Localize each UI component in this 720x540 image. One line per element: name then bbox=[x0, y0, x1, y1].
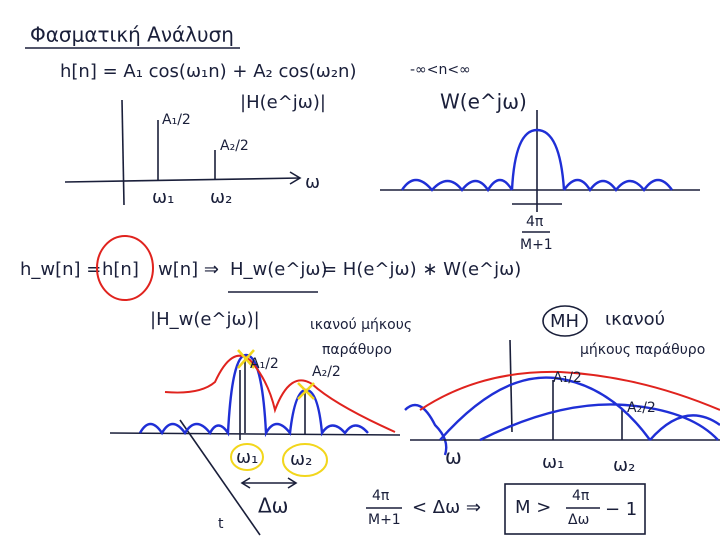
eq-part: H_w(e^jω) bbox=[230, 259, 328, 280]
note: ικανού μήκους bbox=[310, 317, 412, 333]
axis-label: ω bbox=[445, 445, 462, 469]
peak-label: A₂/2 bbox=[220, 138, 249, 154]
freq-label: ω₁ bbox=[236, 447, 258, 468]
peak-label: A₁/2 bbox=[162, 112, 191, 128]
eq-part: h_w[n] = bbox=[20, 259, 101, 280]
frac-num: 4π bbox=[372, 488, 390, 504]
peak-label: A₁/2 bbox=[250, 356, 279, 372]
eq-part: h[n] bbox=[102, 259, 139, 280]
delta-label: Δω bbox=[258, 494, 288, 518]
peak-label: A₁/2 bbox=[553, 370, 582, 386]
plot-label: |H_w(e^jω)| bbox=[150, 309, 260, 330]
condition: − 1 bbox=[605, 499, 637, 520]
title: Φασματική Ανάλυση bbox=[30, 23, 234, 47]
box bbox=[504, 483, 646, 535]
equation: h[n] = A₁ cos(ω₁n) + A₂ cos(ω₂n) bbox=[60, 61, 356, 82]
window-plot bbox=[380, 110, 700, 233]
axis-label: t bbox=[218, 516, 224, 532]
freq-label: ω₁ bbox=[542, 452, 564, 473]
width-num: 4π bbox=[526, 214, 544, 230]
eq-part: w[n] ⇒ bbox=[158, 259, 219, 280]
highlight bbox=[96, 235, 154, 301]
peak-label: A₂/2 bbox=[627, 400, 656, 416]
windowed-plot bbox=[109, 349, 448, 536]
note: μήκους παράθυρο bbox=[580, 342, 705, 358]
width-den: M+1 bbox=[520, 237, 553, 253]
frac-den: M+1 bbox=[368, 512, 401, 528]
plot-label: |H(e^jω)| bbox=[240, 92, 326, 113]
peak-label: A₂/2 bbox=[312, 364, 341, 380]
frac-den: Δω bbox=[568, 512, 589, 528]
note: ικανού bbox=[605, 309, 665, 330]
freq-label: ω₂ bbox=[613, 455, 635, 476]
freq-label: ω₁ bbox=[152, 187, 174, 208]
circle bbox=[542, 305, 588, 337]
condition: < Δω ⇒ bbox=[412, 497, 481, 518]
freq-label: ω₂ bbox=[210, 187, 232, 208]
plot1-axes bbox=[64, 99, 302, 206]
eq-part: = H(e^jω) ∗ W(e^jω) bbox=[322, 259, 521, 280]
condition: M > bbox=[515, 497, 551, 518]
axis-label: ω bbox=[305, 172, 320, 193]
short-plot bbox=[410, 339, 720, 442]
range: -∞<n<∞ bbox=[410, 62, 471, 78]
note: ΜΗ bbox=[550, 311, 579, 332]
freq-label: ω₂ bbox=[290, 449, 312, 470]
frac-num: 4π bbox=[572, 488, 590, 504]
plot-label: W(e^jω) bbox=[440, 90, 527, 114]
note: παράθυρο bbox=[322, 342, 392, 358]
